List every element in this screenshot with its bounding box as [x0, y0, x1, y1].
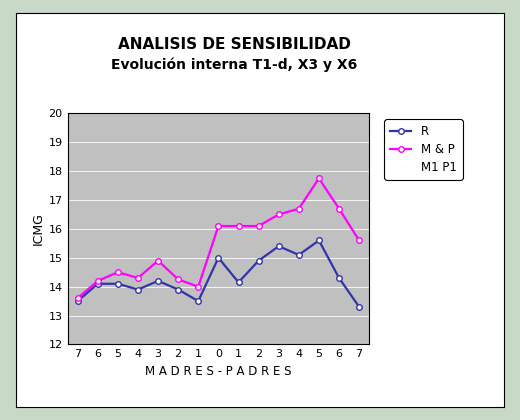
R [195, 299, 201, 304]
M & P [135, 276, 141, 281]
M & P [316, 176, 322, 181]
R [296, 252, 302, 257]
Legend: R, M & P, M1 P1: R, M & P, M1 P1 [384, 119, 462, 180]
R [316, 238, 322, 243]
R [255, 258, 262, 263]
R [135, 287, 141, 292]
R [236, 280, 242, 285]
Text: ANALISIS DE SENSIBILIDAD: ANALISIS DE SENSIBILIDAD [118, 37, 350, 52]
M & P [356, 238, 362, 243]
M & P [74, 296, 81, 301]
M & P [296, 206, 302, 211]
R [215, 255, 222, 260]
M & P [155, 258, 161, 263]
R [276, 244, 282, 249]
R [336, 276, 342, 281]
M & P [236, 223, 242, 228]
R [115, 281, 121, 286]
M & P [255, 223, 262, 228]
Text: Evolución interna T1-d, X3 y X6: Evolución interna T1-d, X3 y X6 [111, 58, 357, 72]
M & P [215, 223, 222, 228]
Line: R: R [75, 238, 362, 310]
Y-axis label: ICMG: ICMG [31, 213, 44, 245]
M & P [276, 212, 282, 217]
R [356, 304, 362, 310]
X-axis label: M A D R E S - P A D R E S: M A D R E S - P A D R E S [145, 365, 292, 378]
R [175, 287, 181, 292]
M & P [115, 270, 121, 275]
R [95, 281, 101, 286]
M & P [95, 278, 101, 284]
M & P [336, 206, 342, 211]
Line: M & P: M & P [75, 176, 362, 301]
R [155, 278, 161, 284]
R [74, 299, 81, 304]
M & P [195, 284, 201, 289]
M & P [175, 277, 181, 282]
